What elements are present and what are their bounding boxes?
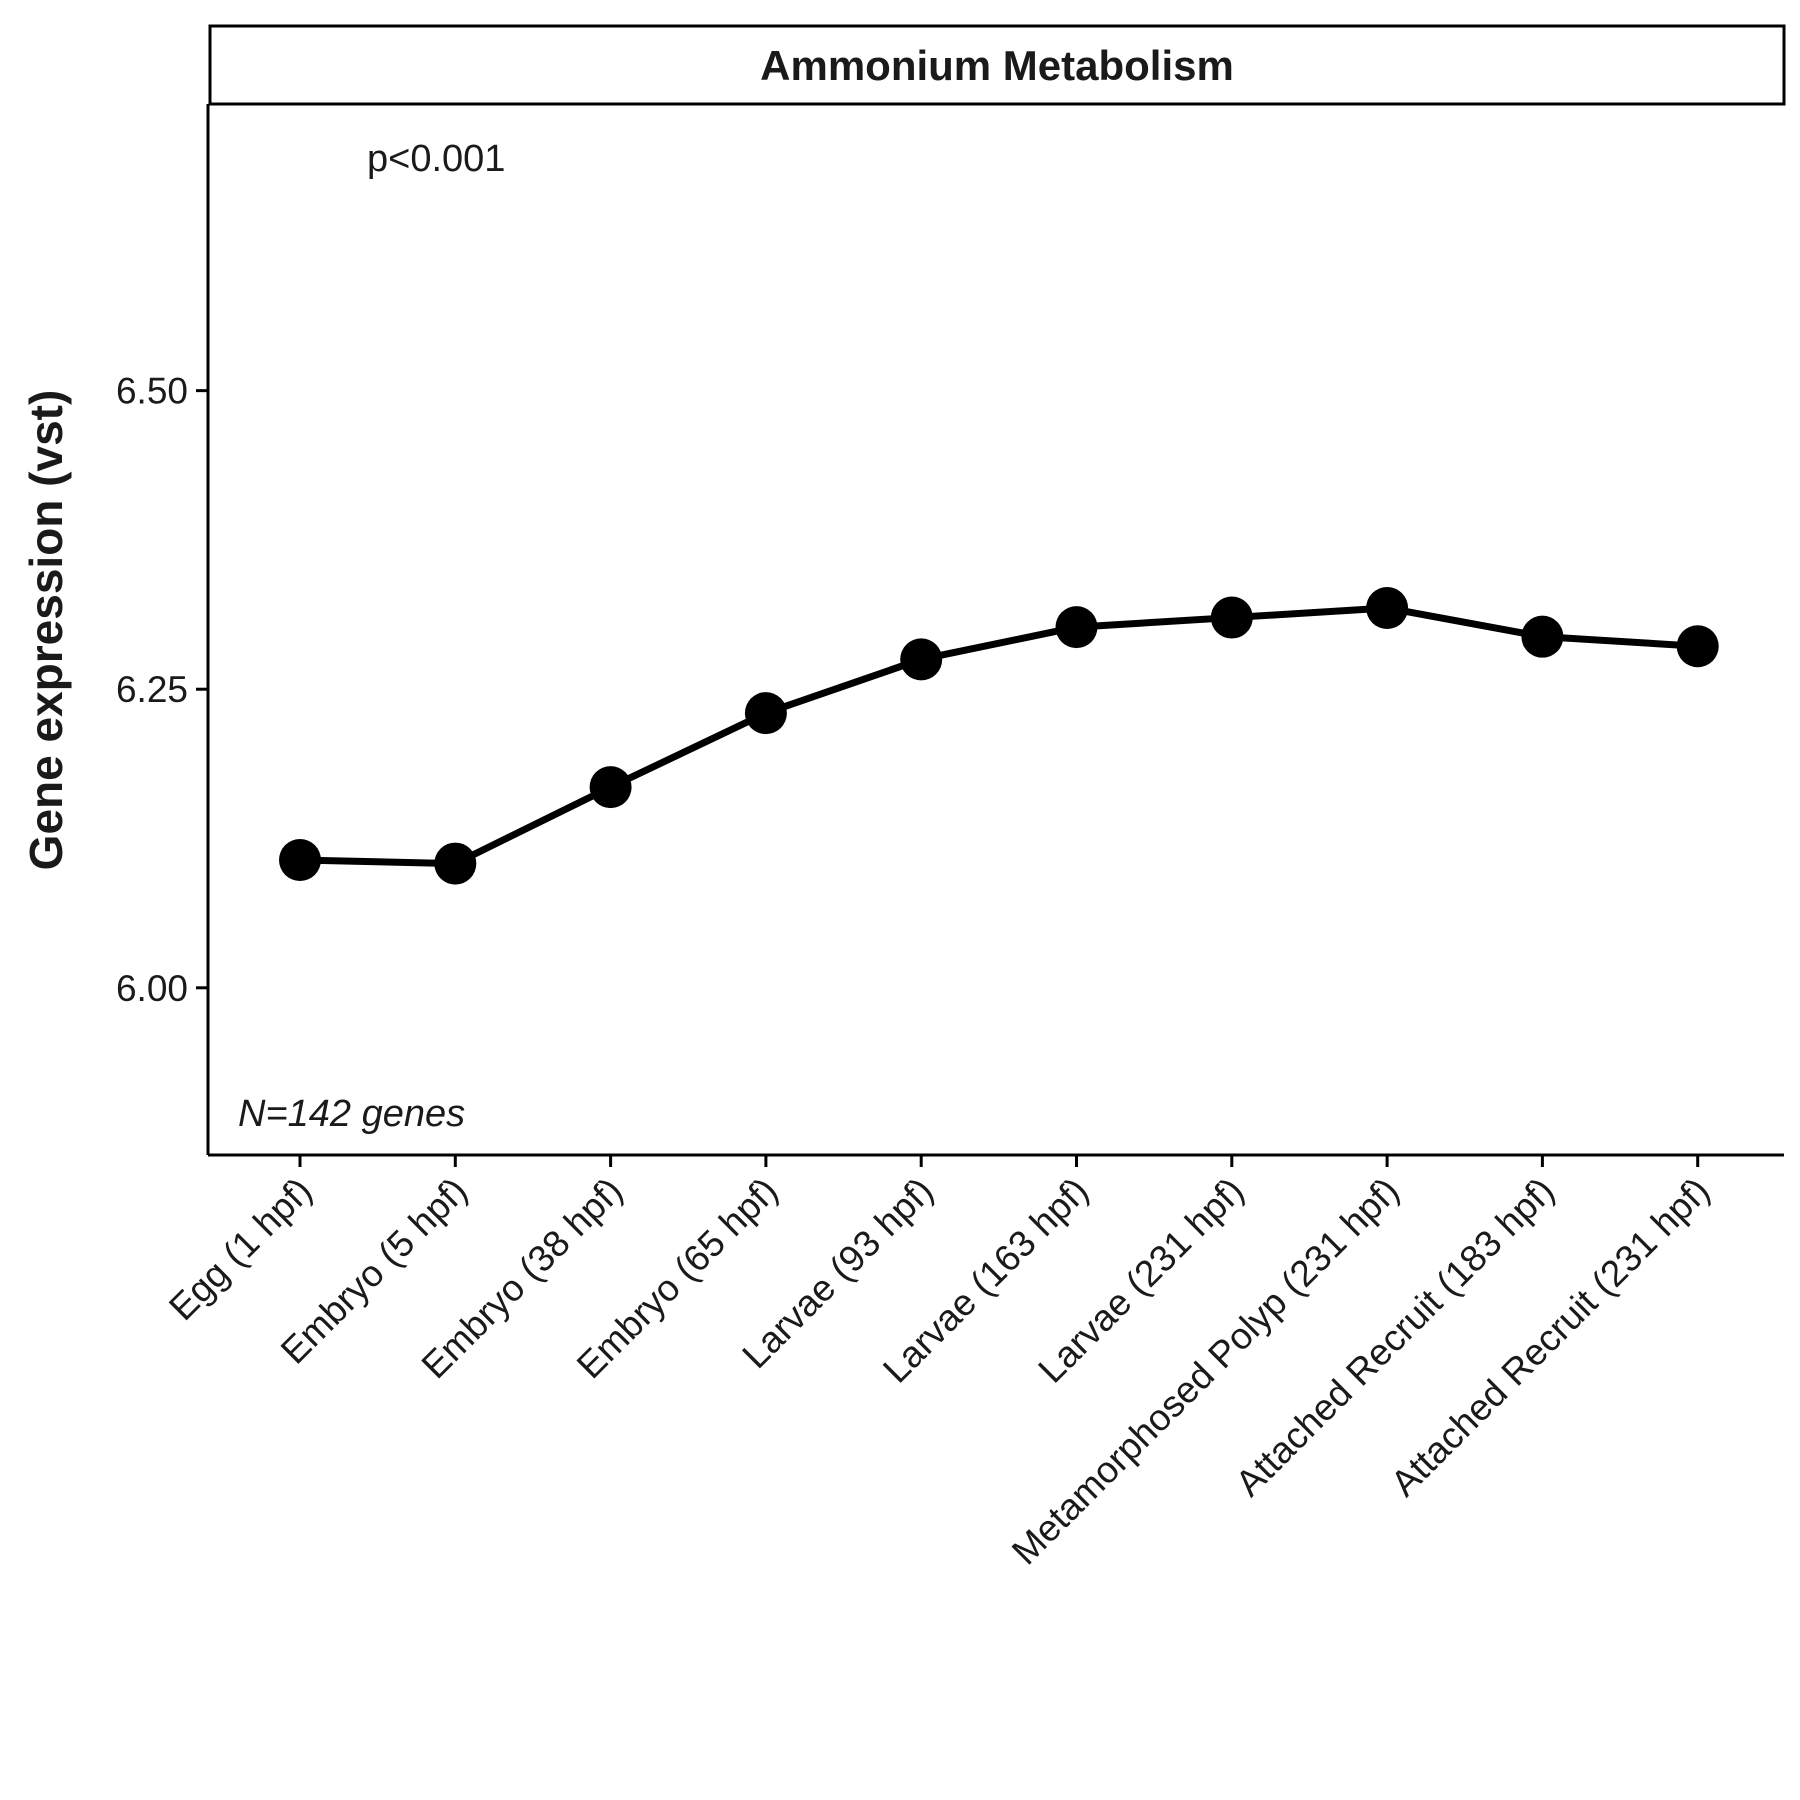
data-point (1210, 596, 1253, 639)
x-tick-label: Attached Recruit (183 hpf) (1228, 1170, 1562, 1504)
y-axis-title: Gene expression (vst) (20, 390, 72, 871)
pvalue-annotation: p<0.001 (367, 138, 505, 180)
x-tick-label: Attached Recruit (231 hpf) (1383, 1170, 1717, 1504)
data-point (1676, 625, 1719, 668)
x-tick-label: Egg (1 hpf) (161, 1170, 319, 1328)
data-point (1055, 606, 1098, 649)
data-point (1366, 587, 1409, 630)
data-point (1521, 615, 1564, 658)
data-point (279, 839, 321, 882)
y-tick-label: 6.00 (116, 968, 188, 1009)
data-point (434, 842, 477, 885)
data-point (744, 692, 787, 735)
data-point (589, 766, 632, 809)
chart-title: Ammonium Metabolism (760, 42, 1234, 89)
series-line (299, 604, 1698, 868)
data-point (900, 638, 943, 681)
facet-strip (208, 24, 1786, 106)
y-tick-label: 6.25 (116, 669, 188, 710)
series-layer (279, 587, 1719, 885)
gene-count-annotation: N=142 genes (238, 1093, 465, 1135)
x-ticks: Egg (1 hpf)Embryo (5 hpf)Embryo (38 hpf)… (161, 1155, 1717, 1572)
y-ticks: 6.00 6.25 6.50 (116, 371, 208, 1009)
y-tick-label: 6.50 (116, 371, 188, 412)
